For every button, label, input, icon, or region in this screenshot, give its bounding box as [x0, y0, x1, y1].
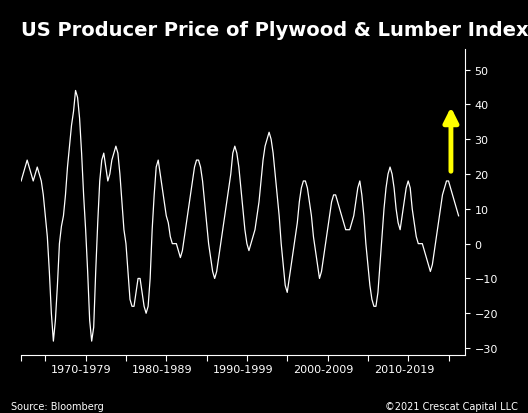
Text: 1970-1979: 1970-1979	[51, 364, 112, 374]
Text: US Producer Price of Plywood & Lumber Index: US Producer Price of Plywood & Lumber In…	[21, 21, 528, 40]
Text: 1990-1999: 1990-1999	[213, 364, 273, 374]
Text: 1980-1989: 1980-1989	[132, 364, 193, 374]
Text: 2000-2009: 2000-2009	[294, 364, 354, 374]
Text: 2010-2019: 2010-2019	[374, 364, 435, 374]
Text: ©2021 Crescat Capital LLC: ©2021 Crescat Capital LLC	[384, 401, 517, 411]
Text: Source: Bloomberg: Source: Bloomberg	[11, 401, 103, 411]
